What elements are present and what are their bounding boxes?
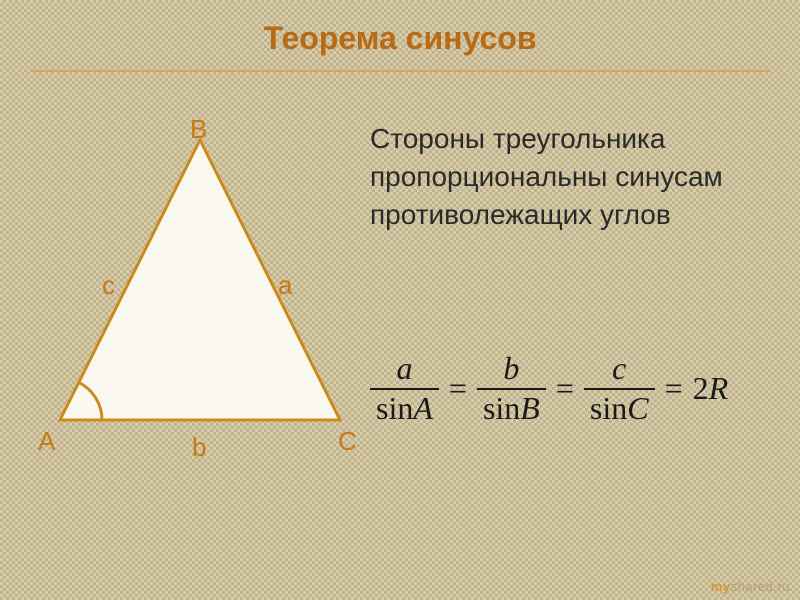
formula-text: 2R [693, 370, 729, 407]
vertex-label-a: A [38, 426, 55, 457]
fraction: bsinB [477, 350, 546, 427]
title: Теорема синусов [0, 20, 800, 57]
watermark: myshared.ru [711, 579, 790, 594]
vertex-label-b: B [190, 114, 207, 145]
equals-sign: = [552, 370, 578, 407]
slide: Теорема синусов Стороны треугольника про… [0, 0, 800, 600]
law-of-sines-formula: asinA=bsinB=csinC=2R [370, 350, 728, 427]
watermark-prefix: my [711, 579, 731, 594]
side-label-c: c [102, 270, 115, 301]
fraction: csinC [584, 350, 655, 427]
side-label-a: a [278, 270, 292, 301]
title-underline [30, 70, 770, 72]
side-label-b: b [192, 432, 206, 463]
theorem-statement: Стороны треугольника пропорциональны син… [370, 120, 770, 233]
equals-sign: = [661, 370, 687, 407]
triangle-diagram: A B C a b c [40, 120, 360, 460]
equals-sign: = [445, 370, 471, 407]
vertex-label-c: C [338, 426, 357, 457]
watermark-suffix: shared.ru [731, 579, 790, 594]
fraction: asinA [370, 350, 439, 427]
